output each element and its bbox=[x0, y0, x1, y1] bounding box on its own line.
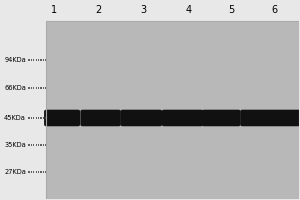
Text: 6: 6 bbox=[271, 5, 277, 15]
FancyBboxPatch shape bbox=[121, 110, 162, 126]
FancyBboxPatch shape bbox=[80, 110, 121, 126]
Text: 5: 5 bbox=[228, 5, 234, 15]
Bar bbox=[46, 21, 299, 199]
Text: 3: 3 bbox=[141, 5, 147, 15]
Text: 94KDa: 94KDa bbox=[4, 57, 26, 63]
Text: 45KDa: 45KDa bbox=[4, 115, 26, 121]
Text: 66KDa: 66KDa bbox=[4, 85, 26, 91]
Text: 2: 2 bbox=[96, 5, 102, 15]
Text: 1: 1 bbox=[51, 5, 57, 15]
Text: 4: 4 bbox=[186, 5, 192, 15]
Bar bbox=[46, 21, 299, 199]
FancyBboxPatch shape bbox=[162, 110, 203, 126]
Text: 27KDa: 27KDa bbox=[4, 169, 26, 175]
FancyBboxPatch shape bbox=[44, 110, 80, 126]
Text: 35KDa: 35KDa bbox=[4, 142, 26, 148]
FancyBboxPatch shape bbox=[202, 110, 241, 126]
FancyBboxPatch shape bbox=[240, 110, 300, 126]
